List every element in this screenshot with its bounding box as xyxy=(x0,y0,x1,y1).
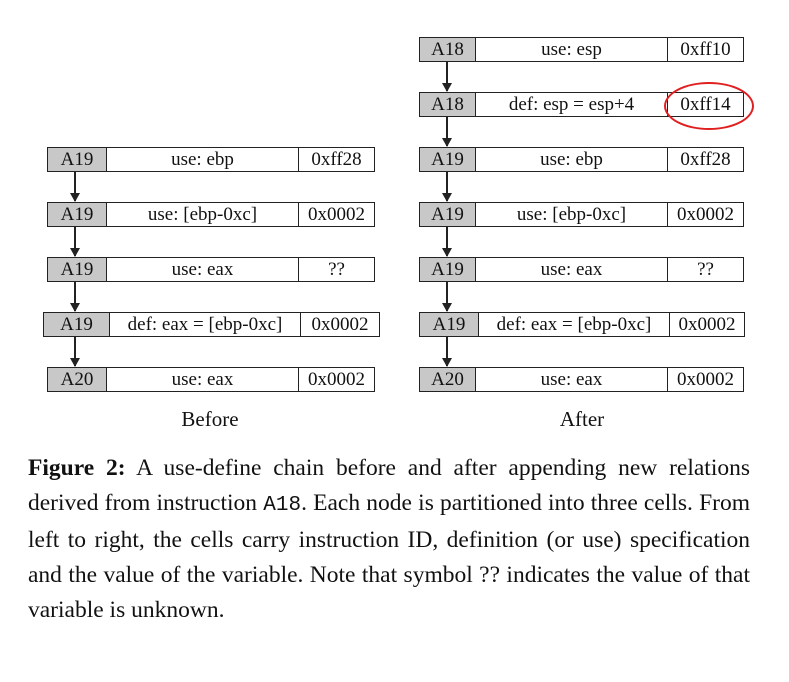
before-node: A19 use: ebp 0xff28 xyxy=(47,147,375,172)
node-value-cell: 0x0002 xyxy=(299,367,375,392)
chain-arrow xyxy=(442,62,452,92)
node-id-cell: A19 xyxy=(419,147,476,172)
node-value-cell: 0xff10 xyxy=(668,37,744,62)
chain-arrow xyxy=(70,337,80,367)
node-value-cell: 0x0002 xyxy=(668,367,744,392)
node-spec-cell: use: [ebp-0xc] xyxy=(107,202,299,227)
chain-arrow xyxy=(70,227,80,257)
node-value-cell: ?? xyxy=(299,257,375,282)
node-id-cell: A18 xyxy=(419,92,476,117)
node-value-cell: 0xff28 xyxy=(668,147,744,172)
after-node: A19 use: [ebp-0xc] 0x0002 xyxy=(419,202,744,227)
before-node: A19 use: [ebp-0xc] 0x0002 xyxy=(47,202,375,227)
after-node: A19 def: eax = [ebp-0xc] 0x0002 xyxy=(419,312,745,337)
node-spec-cell: use: eax xyxy=(107,367,299,392)
node-id-cell: A19 xyxy=(47,147,107,172)
caption-code: A18 xyxy=(263,494,302,517)
after-label: After xyxy=(559,407,605,431)
after-node: A18 use: esp 0xff10 xyxy=(419,37,744,62)
node-id-cell: A19 xyxy=(419,312,479,337)
chain-arrow xyxy=(442,337,452,367)
node-spec-cell: use: eax xyxy=(107,257,299,282)
node-value-cell: 0xff28 xyxy=(299,147,375,172)
after-node: A19 use: ebp 0xff28 xyxy=(419,147,744,172)
chain-arrow xyxy=(442,117,452,147)
before-node: A20 use: eax 0x0002 xyxy=(47,367,375,392)
node-value-cell: 0x0002 xyxy=(301,312,380,337)
caption-label: Figure 2: xyxy=(28,455,126,481)
caption-text-1: A use-define chain before and after appe… xyxy=(28,455,750,516)
node-id-cell: A20 xyxy=(419,367,476,392)
chain-arrow xyxy=(442,227,452,257)
node-spec-cell: use: ebp xyxy=(476,147,668,172)
node-spec-cell: use: eax xyxy=(476,367,668,392)
node-id-cell: A19 xyxy=(419,202,476,227)
chain-arrow xyxy=(70,282,80,312)
figure-caption: Figure 2: A use-define chain before and … xyxy=(28,451,750,628)
node-spec-cell: use: esp xyxy=(476,37,668,62)
chain-arrow xyxy=(442,282,452,312)
node-spec-cell: use: [ebp-0xc] xyxy=(476,202,668,227)
node-id-cell: A19 xyxy=(47,202,107,227)
highlight-circle xyxy=(664,82,754,130)
node-value-cell: 0x0002 xyxy=(668,202,744,227)
chain-arrow xyxy=(70,172,80,202)
after-node: A20 use: eax 0x0002 xyxy=(419,367,744,392)
node-spec-cell: def: esp = esp+4 xyxy=(476,92,668,117)
node-spec-cell: def: eax = [ebp-0xc] xyxy=(110,312,301,337)
node-value-cell: 0x0002 xyxy=(299,202,375,227)
node-value-cell: ?? xyxy=(668,257,744,282)
before-label: Before xyxy=(181,407,239,431)
node-id-cell: A19 xyxy=(419,257,476,282)
node-id-cell: A20 xyxy=(47,367,107,392)
after-node: A19 use: eax ?? xyxy=(419,257,744,282)
node-value-cell: 0x0002 xyxy=(670,312,745,337)
chain-arrow xyxy=(442,172,452,202)
node-id-cell: A19 xyxy=(43,312,110,337)
node-spec-cell: use: eax xyxy=(476,257,668,282)
node-id-cell: A18 xyxy=(419,37,476,62)
node-id-cell: A19 xyxy=(47,257,107,282)
before-node: A19 use: eax ?? xyxy=(47,257,375,282)
caption-text-2: . Each node is partitioned into three ce… xyxy=(28,490,750,623)
node-spec-cell: def: eax = [ebp-0xc] xyxy=(479,312,670,337)
node-spec-cell: use: ebp xyxy=(107,147,299,172)
before-node: A19 def: eax = [ebp-0xc] 0x0002 xyxy=(43,312,380,337)
